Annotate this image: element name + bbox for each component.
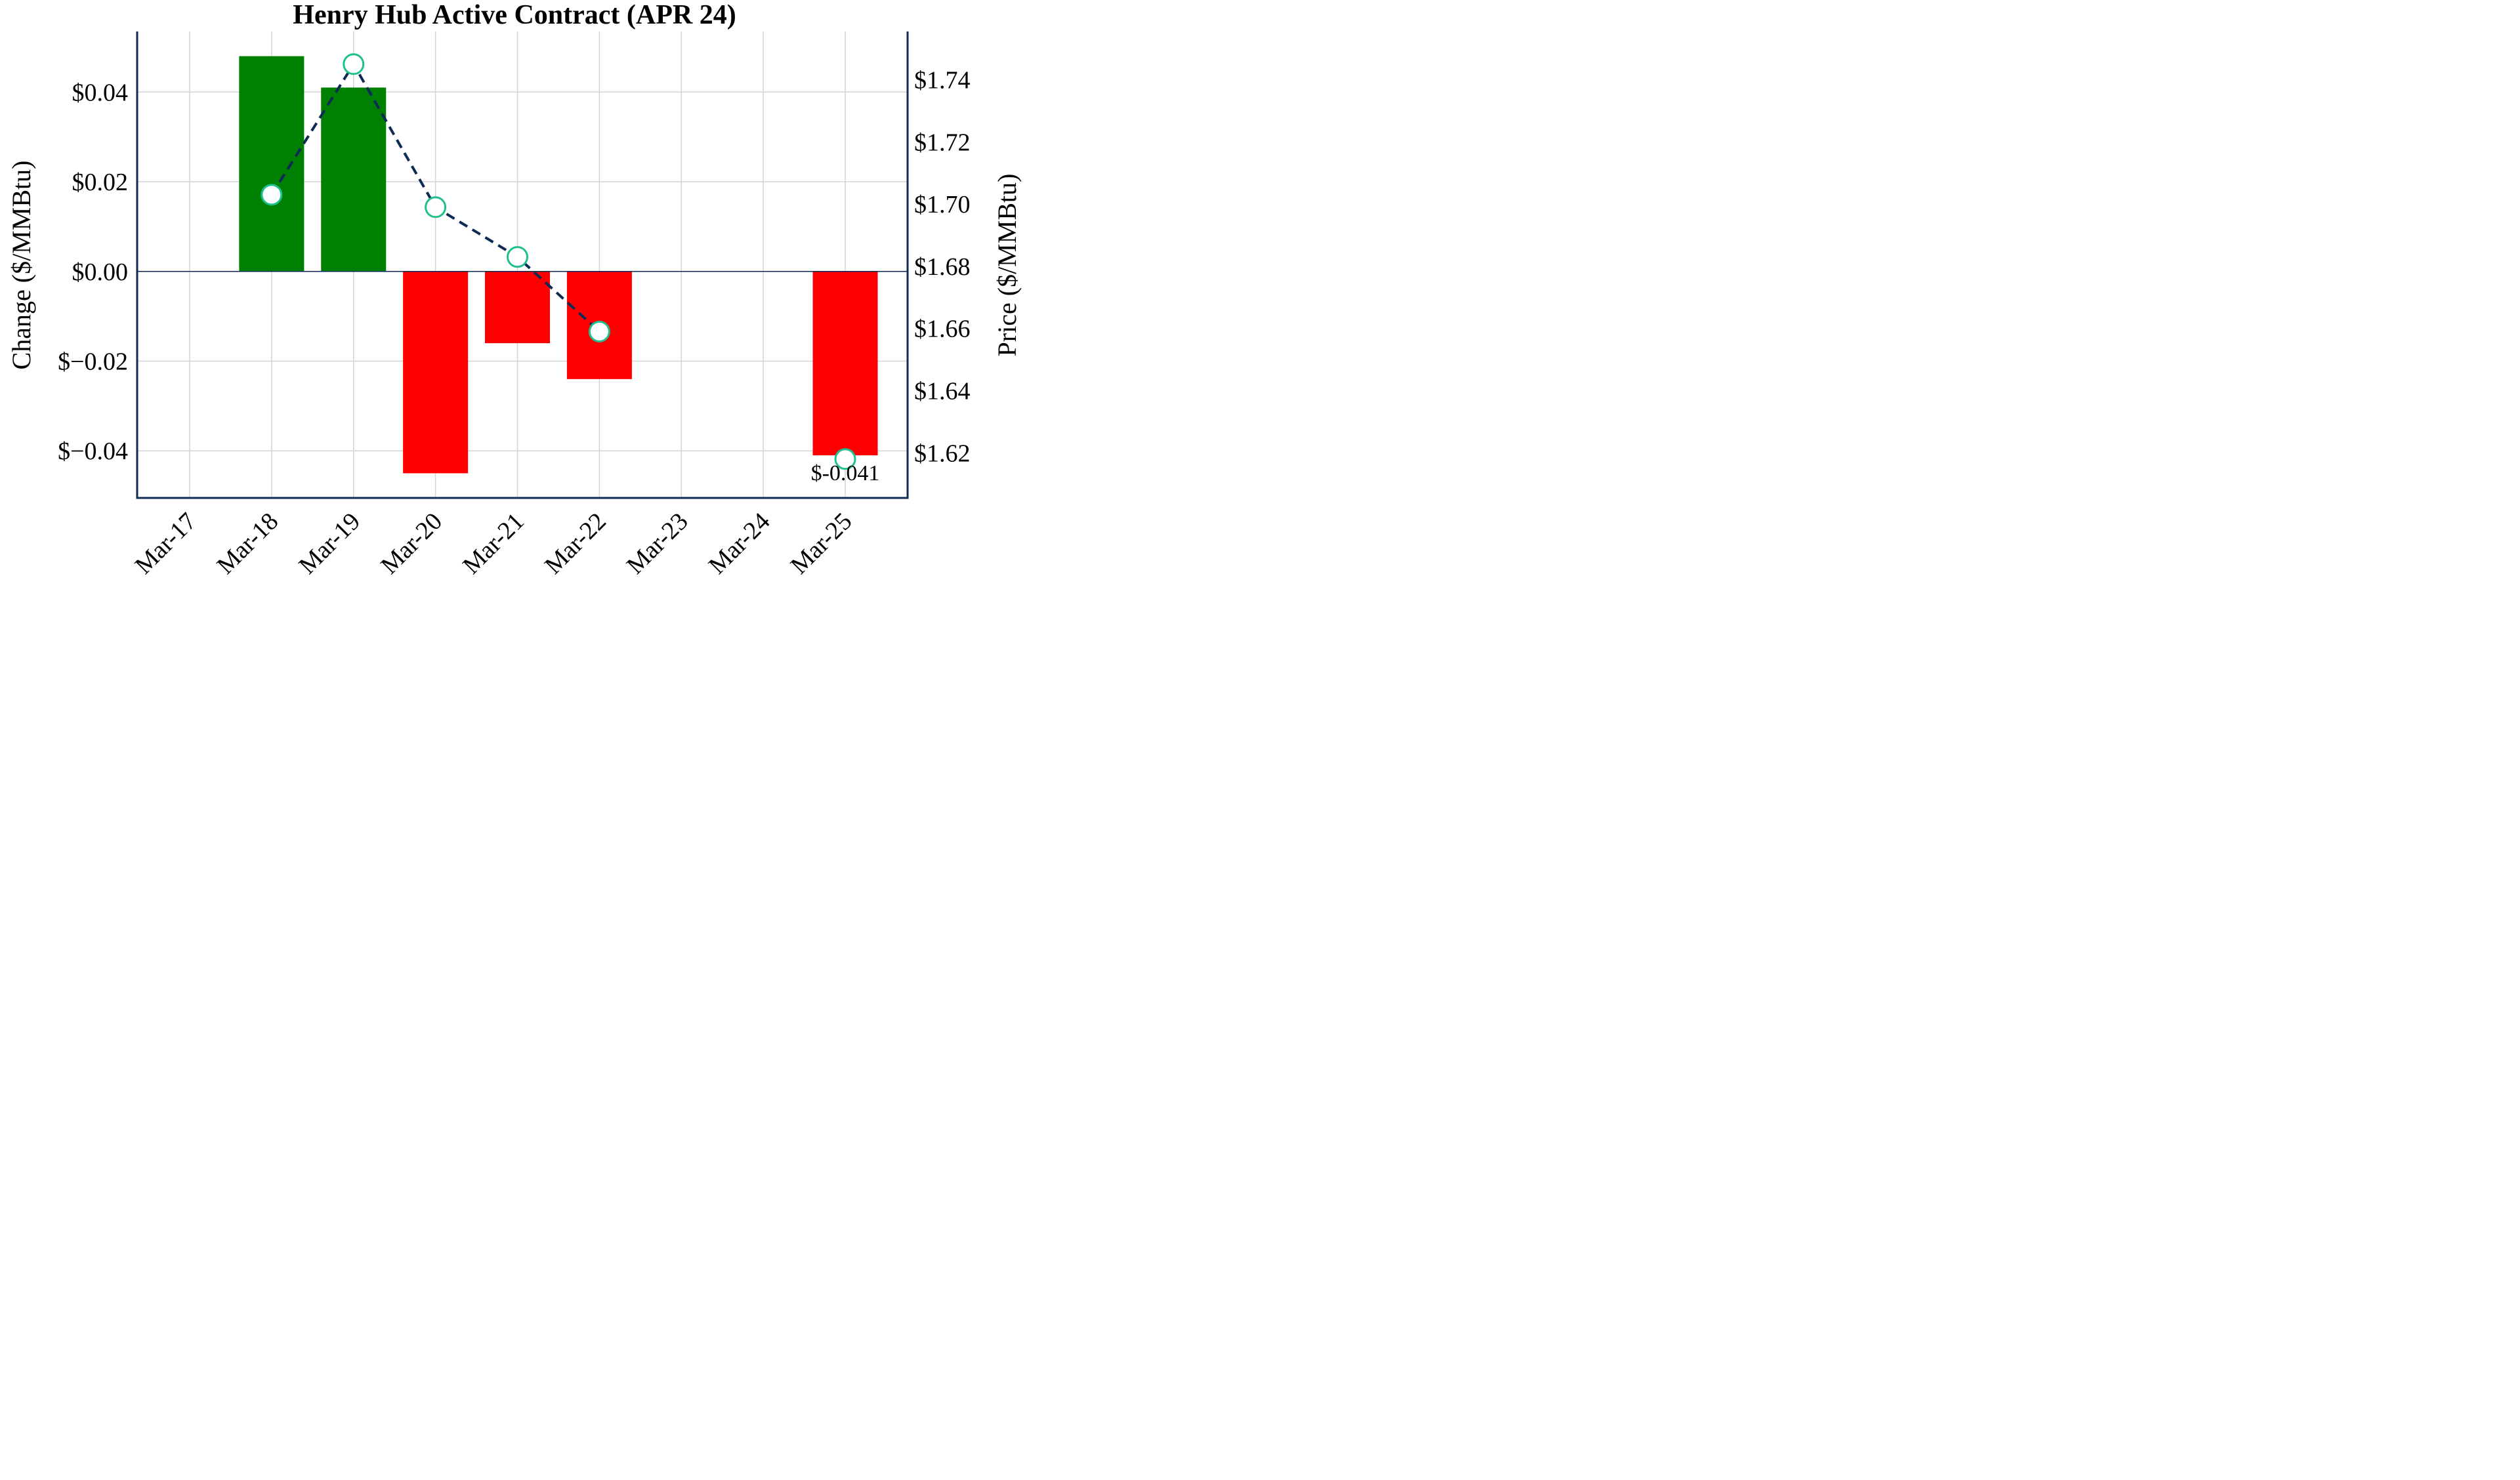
change-bar bbox=[812, 271, 878, 456]
x-tick-label: Mar-17 bbox=[130, 508, 202, 580]
bars bbox=[239, 56, 878, 474]
x-tick-label: Mar-18 bbox=[211, 508, 284, 580]
change-bar bbox=[403, 271, 469, 474]
y2-tick-label: $1.70 bbox=[914, 191, 971, 218]
change-bar bbox=[239, 56, 304, 272]
y-tick-label: $0.02 bbox=[72, 169, 129, 196]
x-tick-label: Mar-25 bbox=[786, 508, 858, 580]
y-tick-label: $0.00 bbox=[72, 258, 129, 286]
price-point bbox=[425, 196, 447, 218]
y-tick-label: $−0.04 bbox=[58, 438, 128, 465]
chart-title: Henry Hub Active Contract (APR 24) bbox=[293, 0, 736, 30]
y2-tick-label: $1.64 bbox=[914, 377, 971, 405]
chart: Henry Hub Active Contract (APR 24) $0.04… bbox=[7, 0, 1022, 580]
bar-data-label: $-0.041 bbox=[811, 461, 880, 485]
axes bbox=[136, 31, 909, 499]
x-tick-label: Mar-23 bbox=[621, 508, 694, 580]
price-point bbox=[261, 184, 283, 206]
y2-tick-label: $1.74 bbox=[914, 66, 971, 94]
change-bar bbox=[321, 87, 387, 272]
y2-tick-label: $1.66 bbox=[914, 316, 971, 343]
price-point bbox=[834, 448, 856, 470]
x-tick-label: Mar-22 bbox=[539, 508, 612, 580]
price-line bbox=[261, 53, 856, 470]
y-axis-title: Change ($/MMBtu) bbox=[7, 161, 36, 370]
price-point bbox=[507, 246, 528, 268]
y2-tick-label: $1.72 bbox=[914, 129, 971, 156]
x-tick-label: Mar-24 bbox=[704, 508, 776, 580]
x-tick-label: Mar-19 bbox=[293, 508, 366, 580]
price-point bbox=[588, 320, 610, 342]
change-bar bbox=[485, 271, 550, 344]
x-tick-label: Mar-21 bbox=[457, 508, 530, 580]
y2-tick-label: $1.68 bbox=[914, 253, 971, 281]
y2-axis-title: Price ($/MMBtu) bbox=[992, 174, 1022, 357]
price-point bbox=[343, 53, 365, 75]
x-tick-label: Mar-20 bbox=[375, 508, 448, 580]
y-tick-label: $0.04 bbox=[72, 79, 129, 106]
y2-tick-label: $1.62 bbox=[914, 440, 971, 467]
y-tick-label: $−0.02 bbox=[58, 348, 128, 375]
